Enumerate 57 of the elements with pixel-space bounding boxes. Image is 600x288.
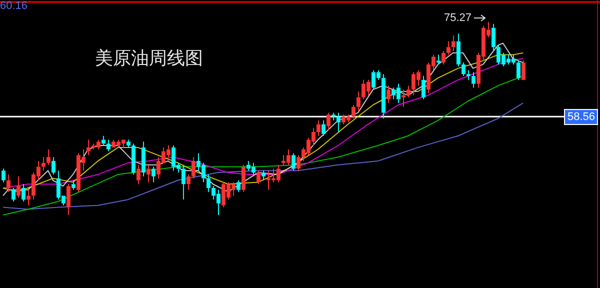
candlestick [12,187,16,202]
candlestick [462,62,466,77]
candlestick [262,170,266,181]
candlestick [66,184,70,216]
candlestick [186,174,190,190]
candlestick [522,60,526,80]
candlestick [442,50,446,65]
candlestick [332,112,336,121]
candlestick [322,120,326,136]
candlestick [422,76,426,100]
candlestick [102,135,106,146]
candlestick [352,104,356,119]
candlestick [146,164,150,183]
candlestick [436,54,440,65]
candlestick [472,72,476,88]
text: 60.16 [0,0,28,12]
candlestick [192,156,196,179]
candlestick [382,74,386,119]
annotation: 75.27 [444,12,472,24]
candlestick [42,156,46,172]
candlestick [72,180,76,190]
candlestick [52,156,56,175]
candlestick [242,164,246,192]
candlestick [86,139,90,156]
candlestick [46,148,50,166]
candlestick [136,164,140,185]
candlestick [142,141,146,177]
candlestick [402,89,406,108]
candlestick [126,139,130,148]
candlestick [292,152,296,172]
candlestick [316,120,320,136]
candlestick [16,176,20,198]
candlestick [22,184,26,202]
candlestick [492,23,496,52]
candlestick [452,35,456,52]
candlestick [456,33,460,67]
candlestick [132,143,136,175]
candlestick [406,85,410,98]
candlestick [256,170,260,185]
candlestick [446,40,450,56]
candlestick [236,180,240,192]
candlestick [326,112,330,131]
candlestick [386,85,390,104]
candlestick [296,154,300,172]
candlestick [356,90,360,112]
candlestick [336,112,340,133]
candlestick [26,189,30,206]
text: 58.56 [564,108,598,125]
candlestick [206,174,210,192]
text: 美原油周线图 [95,47,203,70]
candlestick [182,164,186,200]
candlestick [466,70,470,80]
candlestick [516,60,520,80]
candlestick [152,166,156,183]
candlestick [6,174,10,192]
candlestick [2,168,6,183]
candlestick [106,139,110,152]
